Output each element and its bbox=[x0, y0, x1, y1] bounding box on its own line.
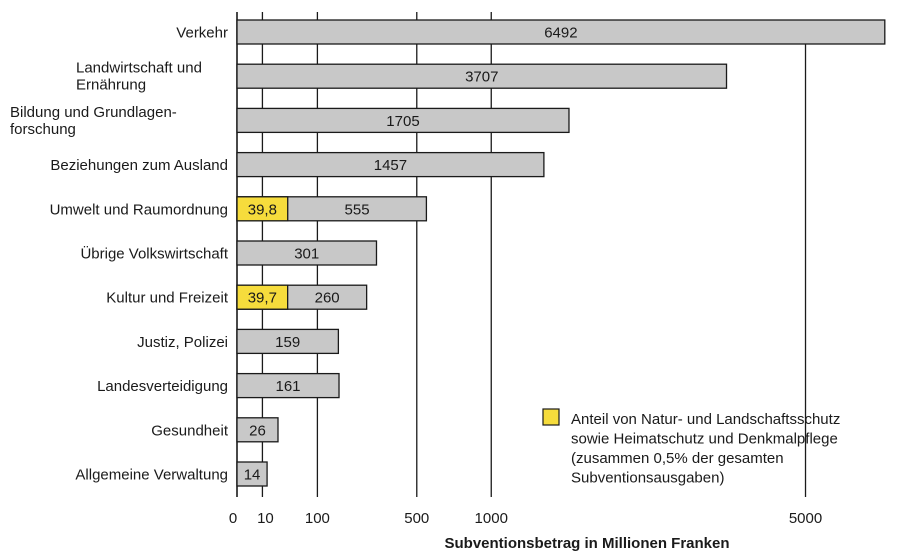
segment-value-label-6: 39,7 bbox=[248, 290, 277, 307]
x-tick-label-3: 500 bbox=[404, 510, 429, 527]
bar-value-label-7: 159 bbox=[275, 334, 300, 351]
category-label-line-2-1: forschung bbox=[10, 121, 76, 138]
x-tick-label-2: 100 bbox=[305, 510, 330, 527]
bars: 6492 3707 1705 1457 39,8 555 301 39,7 260 159 161 2… bbox=[236, 19, 886, 487]
legend-line-1: sowie Heimatschutz und Denkmalpflege bbox=[571, 431, 838, 448]
bar-value-label-5: 301 bbox=[294, 246, 319, 263]
x-tick-label-5: 5000 bbox=[789, 510, 822, 527]
x-tick-label-0: 0 bbox=[229, 510, 237, 527]
bar-value-label-10: 14 bbox=[244, 467, 261, 484]
category-label-line-1-0: Landwirtschaft und bbox=[76, 60, 202, 77]
bar-7 bbox=[236, 328, 340, 355]
bar-value-label-2: 1705 bbox=[386, 113, 419, 130]
category-label-8: Landesverteidigung bbox=[97, 378, 228, 395]
category-label-line-2-0: Bildung und Grundlagen- bbox=[10, 104, 177, 121]
legend-line-2: (zusammen 0,5% der gesamten bbox=[571, 450, 784, 467]
legend-swatch bbox=[542, 408, 560, 426]
category-label-10: Allgemeine Verwaltung bbox=[75, 467, 228, 484]
bar-segment-4 bbox=[236, 196, 289, 222]
bar-value-label-1: 3707 bbox=[465, 69, 498, 86]
category-label-7: Justiz, Polizei bbox=[137, 334, 228, 351]
segment-value-label-4: 39,8 bbox=[248, 201, 277, 218]
bar-1 bbox=[236, 63, 728, 89]
category-label-6: Kultur und Freizeit bbox=[106, 290, 229, 307]
bar-10 bbox=[236, 461, 268, 487]
bar-value-label-6: 260 bbox=[315, 290, 340, 307]
category-label-2: Bildung und Grundlagen-forschung bbox=[10, 104, 177, 138]
bar-3 bbox=[236, 151, 545, 178]
bar-value-label-3: 1457 bbox=[374, 157, 407, 174]
x-axis-title: Subventionsbetrag in Millionen Franken bbox=[444, 535, 729, 551]
bar-9 bbox=[236, 417, 279, 443]
bar-value-label-4: 555 bbox=[345, 201, 370, 218]
bar-0 bbox=[236, 19, 886, 45]
x-tick-label-4: 1000 bbox=[475, 510, 508, 527]
category-label-1: Landwirtschaft und Ernährung bbox=[76, 60, 202, 94]
bar-value-label-0: 6492 bbox=[544, 25, 577, 42]
category-label-0: Verkehr bbox=[176, 25, 228, 42]
bar-8 bbox=[236, 372, 340, 399]
category-label-9: Gesundheit bbox=[151, 422, 229, 439]
category-label-5: Übrige Volkswirtschaft bbox=[80, 245, 228, 263]
bar-value-label-8: 161 bbox=[275, 378, 300, 395]
legend-line-0: Anteil von Natur- und Landschaftsschutz bbox=[571, 411, 840, 428]
category-labels: Verkehr Landwirtschaft und Ernährung Bildun… bbox=[10, 25, 229, 484]
x-tick-labels: 0 10 100 500 1000 5000 bbox=[229, 510, 822, 527]
legend-text: Anteil von Natur- und Landschaftsschutz s… bbox=[571, 411, 840, 487]
category-label-line-1-1: Ernährung bbox=[76, 77, 146, 94]
category-label-3: Beziehungen zum Ausland bbox=[50, 157, 228, 174]
legend: Anteil von Natur- und Landschaftsschutz s… bbox=[542, 408, 840, 487]
legend-line-3: Subventionsausgaben) bbox=[571, 470, 724, 487]
bar-segment-6 bbox=[236, 284, 289, 310]
bar-value-label-9: 26 bbox=[249, 422, 266, 439]
x-tick-label-1: 10 bbox=[257, 510, 274, 527]
category-label-4: Umwelt und Raumordnung bbox=[50, 201, 228, 218]
bar-5 bbox=[236, 240, 378, 266]
bar-2 bbox=[236, 107, 570, 134]
